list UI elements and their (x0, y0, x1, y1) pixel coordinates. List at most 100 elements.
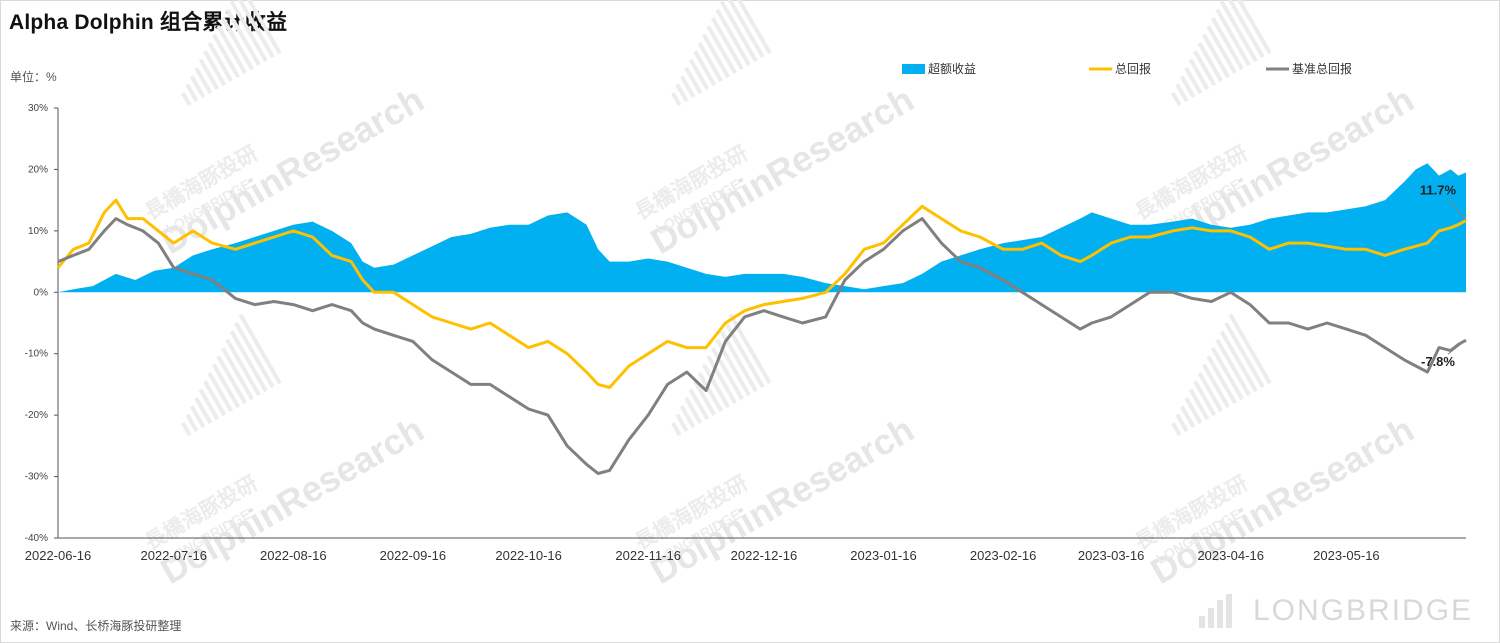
watermark-bar (225, 338, 261, 397)
annotation-leader (1447, 198, 1467, 221)
watermark-bar (234, 321, 275, 389)
watermark-bar (198, 58, 220, 91)
watermark-bar (1224, 0, 1265, 59)
watermark-bar (715, 8, 751, 67)
watermark-bar (679, 75, 696, 99)
watermark-bar (1215, 8, 1251, 67)
watermark-bar (1219, 330, 1258, 393)
watermark-bar (212, 363, 240, 409)
watermark-bar (1197, 371, 1224, 413)
watermark-bar (1184, 66, 1203, 95)
brand-bars-icon (1199, 594, 1232, 628)
watermark-text: DolphinResearch (154, 408, 431, 592)
watermark-bar (1175, 413, 1189, 433)
series-line-total (56, 198, 1467, 389)
watermark-bar (212, 33, 240, 79)
watermark-bar (1206, 355, 1237, 405)
x-tick-label: 2022-07-16 (140, 548, 207, 563)
watermark-bar (1210, 346, 1244, 401)
series-layer (56, 163, 1467, 475)
y-tick-label: 20% (28, 164, 48, 175)
annotation-leader (1447, 339, 1467, 355)
y-tick-label: 10% (28, 226, 48, 237)
series-area-excess (58, 163, 1466, 293)
watermark-bar (194, 396, 213, 425)
axis-layer: 30% 20% 10% 0% -10% -20% -30% -40% 2022-06-16 202… (25, 103, 1466, 563)
watermark-bar (185, 83, 199, 103)
brand-logo: LONGBRIDGE (1197, 594, 1473, 628)
watermark-text: DolphinResearch (644, 78, 921, 262)
watermark-text: DolphinResearch (644, 408, 921, 592)
watermark-bar (675, 83, 689, 103)
brand-text: LONGBRIDGE (1253, 594, 1474, 627)
watermark-bar (719, 0, 758, 63)
y-tick-label: -10% (25, 349, 48, 360)
watermark-bar (1228, 0, 1272, 55)
watermark-bar (671, 421, 682, 437)
x-tick-label: 2022-12-16 (731, 548, 798, 563)
unit-label: 单位：% (10, 70, 57, 84)
watermark-bar (1206, 25, 1237, 75)
x-tick-label: 2023-04-16 (1197, 548, 1264, 563)
watermark-bar (1197, 41, 1224, 83)
watermark-bar (1179, 405, 1196, 429)
watermark-bar (693, 380, 717, 417)
watermark-bar (728, 313, 772, 385)
watermark-bar (715, 338, 751, 397)
y-tick-label: -20% (25, 410, 48, 421)
legend-label: 总回报 (1115, 61, 1151, 76)
y-tick-label: -40% (25, 533, 48, 544)
watermark-bar (220, 16, 254, 71)
watermark-bar (693, 50, 717, 87)
x-tick-label: 2022-08-16 (260, 548, 327, 563)
watermark-bar (684, 66, 703, 95)
watermark-bar (1175, 83, 1189, 103)
watermark-bar (679, 405, 696, 429)
watermark-bar (1193, 50, 1217, 87)
legend-label: 超额收益 (928, 61, 976, 76)
watermark-bar (1171, 91, 1182, 107)
legend: 超额收益 总回报 基准总回报 (902, 61, 1352, 76)
watermark-bar (203, 380, 227, 417)
x-tick-label: 2023-03-16 (1078, 548, 1145, 563)
watermark-bar (185, 413, 199, 433)
watermark-bar (1188, 388, 1210, 421)
watermark-text: DolphinResearch (1144, 408, 1421, 592)
watermark-bar (207, 41, 234, 83)
watermark-bar (189, 75, 206, 99)
watermark-bar (706, 25, 737, 75)
watermark-bar (724, 321, 765, 389)
watermark-bar (220, 346, 254, 401)
watermark-bar (1224, 321, 1265, 389)
watermark-bar (728, 0, 772, 55)
watermark-bar (234, 0, 275, 59)
watermark-bar (702, 33, 730, 79)
series-line-benchmark (57, 217, 1467, 475)
watermark-bar (1171, 421, 1182, 437)
watermark-bar (710, 16, 744, 71)
watermark-bar (671, 91, 682, 107)
watermark-bar (1202, 33, 1230, 79)
watermark-bar (719, 330, 758, 393)
watermark-bar (724, 0, 765, 59)
end-value-label: -7.8% (1421, 354, 1455, 369)
y-tick-label: 30% (28, 103, 48, 114)
watermark-bar (229, 0, 268, 63)
end-value-label: 11.7% (1420, 182, 1457, 197)
watermark-bar (207, 371, 234, 413)
watermark-bar (203, 50, 227, 87)
watermark-bar (1184, 396, 1203, 425)
watermark-bar (216, 355, 247, 405)
watermark-bar (181, 421, 192, 437)
watermark-bar (697, 41, 724, 83)
watermark-bar (181, 91, 192, 107)
watermark-bar (238, 0, 282, 55)
x-tick-label: 2022-09-16 (380, 548, 447, 563)
watermark-bar (688, 388, 710, 421)
watermark-bar (675, 413, 689, 433)
watermark-bar (189, 405, 206, 429)
